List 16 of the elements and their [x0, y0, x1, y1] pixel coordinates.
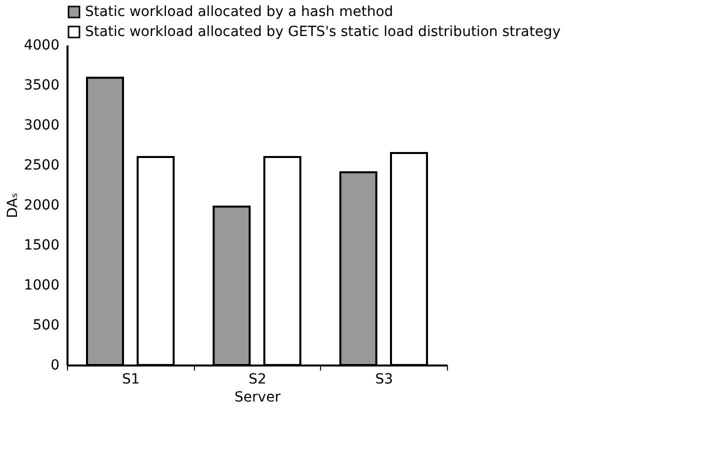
x-axis-title: Server [234, 390, 281, 406]
y-tick-label: 2000 [24, 198, 60, 214]
y-tick-label: 0 [50, 358, 60, 374]
y-tick-label: 1500 [24, 238, 60, 254]
x-tick-label: S2 [248, 372, 266, 388]
y-axis-title: DAₛ [4, 192, 21, 218]
legend-label: Static workload allocated by a hash method [85, 4, 394, 20]
y-tick-label: 3000 [24, 118, 60, 134]
x-tick-label: S1 [122, 372, 140, 388]
y-tick-label: 3500 [24, 78, 60, 94]
y-tick-label: 500 [32, 318, 60, 334]
x-tick-label: S3 [375, 372, 394, 388]
legend-label: Static workload allocated by GETS's static load distribution strategy [85, 24, 561, 40]
y-tick-label: 1000 [24, 278, 60, 294]
y-tick-label: 4000 [24, 38, 60, 54]
y-tick-label: 2500 [24, 158, 60, 174]
